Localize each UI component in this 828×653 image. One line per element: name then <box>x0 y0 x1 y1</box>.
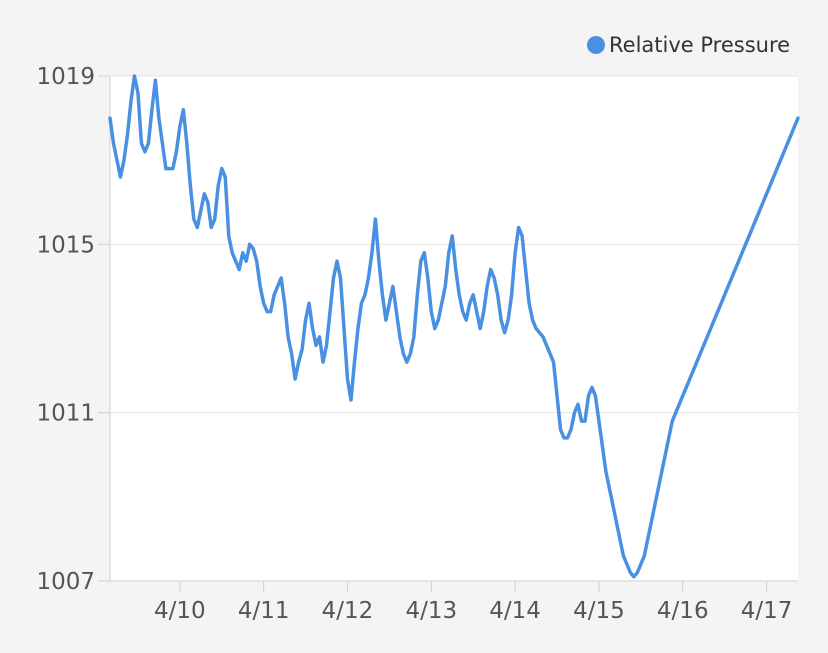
legend-marker-relative-pressure[interactable] <box>587 36 605 54</box>
axes <box>109 76 798 582</box>
x-tick-label-4-12: 4/12 <box>322 598 374 624</box>
x-tick-label-4-10: 4/10 <box>154 598 206 624</box>
legend-label-relative-pressure[interactable]: Relative Pressure <box>609 33 790 57</box>
legend[interactable]: Relative Pressure <box>587 33 790 57</box>
x-tick-label-4-14: 4/14 <box>489 598 541 624</box>
series-layer <box>108 74 800 579</box>
y-axis-ticks: 1007 1011 1015 1019 <box>36 64 110 595</box>
x-axis-ticks: 4/10 4/11 4/12 4/13 4/14 4/15 4/16 4/17 <box>154 581 792 624</box>
x-tick-label-4-16: 4/16 <box>657 598 709 624</box>
x-tick-label-4-11: 4/11 <box>238 598 290 624</box>
y-tick-label-1011: 1011 <box>36 401 95 427</box>
y-tick-label-1015: 1015 <box>36 232 95 258</box>
plot-area <box>110 76 798 581</box>
y-tick-label-1007: 1007 <box>36 569 95 595</box>
x-tick-label-4-15: 4/15 <box>573 598 625 624</box>
series-line-relative-pressure[interactable] <box>108 74 800 579</box>
x-tick-label-4-13: 4/13 <box>405 598 457 624</box>
y-tick-label-1019: 1019 <box>36 64 95 90</box>
x-tick-label-4-17: 4/17 <box>741 598 793 624</box>
